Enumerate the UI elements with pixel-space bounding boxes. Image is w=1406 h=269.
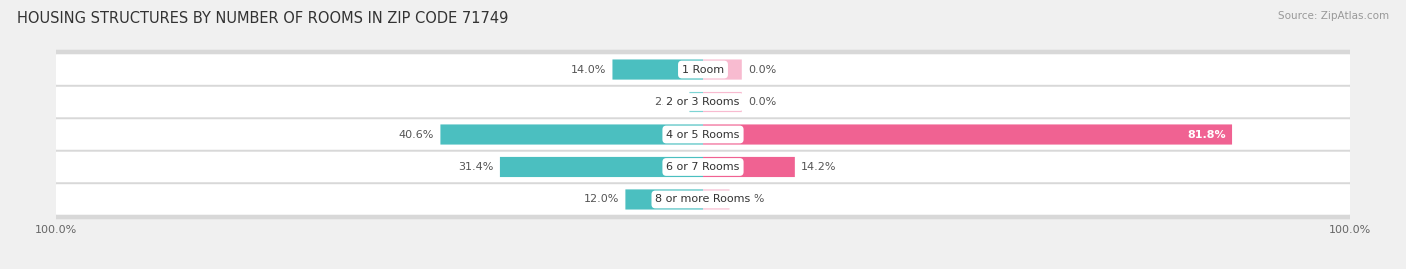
FancyBboxPatch shape [56,87,1350,117]
FancyBboxPatch shape [56,54,1350,85]
FancyBboxPatch shape [46,50,1360,89]
Text: 0.0%: 0.0% [748,97,776,107]
FancyBboxPatch shape [703,125,1232,144]
Text: 6 or 7 Rooms: 6 or 7 Rooms [666,162,740,172]
FancyBboxPatch shape [46,147,1360,187]
FancyBboxPatch shape [46,82,1360,122]
FancyBboxPatch shape [56,119,1350,150]
FancyBboxPatch shape [703,92,742,112]
FancyBboxPatch shape [46,115,1360,154]
Text: 8 or more Rooms: 8 or more Rooms [655,194,751,204]
Text: 14.0%: 14.0% [571,65,606,75]
Text: 0.0%: 0.0% [748,65,776,75]
Text: Source: ZipAtlas.com: Source: ZipAtlas.com [1278,11,1389,21]
Text: 81.8%: 81.8% [1187,129,1226,140]
Text: 2 or 3 Rooms: 2 or 3 Rooms [666,97,740,107]
FancyBboxPatch shape [689,92,703,112]
Text: 4.1%: 4.1% [735,194,765,204]
FancyBboxPatch shape [626,189,703,210]
FancyBboxPatch shape [46,180,1360,219]
Text: 12.0%: 12.0% [583,194,619,204]
Text: HOUSING STRUCTURES BY NUMBER OF ROOMS IN ZIP CODE 71749: HOUSING STRUCTURES BY NUMBER OF ROOMS IN… [17,11,508,26]
FancyBboxPatch shape [56,184,1350,215]
FancyBboxPatch shape [703,59,742,80]
FancyBboxPatch shape [703,189,730,210]
Text: 4 or 5 Rooms: 4 or 5 Rooms [666,129,740,140]
Text: 1 Room: 1 Room [682,65,724,75]
Text: 31.4%: 31.4% [458,162,494,172]
FancyBboxPatch shape [703,157,794,177]
FancyBboxPatch shape [613,59,703,80]
FancyBboxPatch shape [501,157,703,177]
Text: 40.6%: 40.6% [398,129,434,140]
FancyBboxPatch shape [56,152,1350,182]
Text: 2.1%: 2.1% [655,97,683,107]
FancyBboxPatch shape [440,125,703,144]
Text: 14.2%: 14.2% [801,162,837,172]
